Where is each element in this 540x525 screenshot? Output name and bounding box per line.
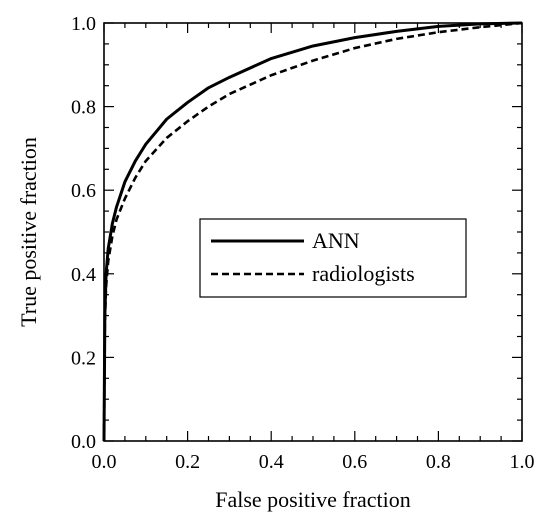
y-tick-label: 1.0 <box>71 13 96 35</box>
legend-label-radiologists: radiologists <box>312 261 415 286</box>
legend-label-ann: ANN <box>312 228 360 253</box>
x-axis-title: False positive fraction <box>215 487 411 512</box>
series-line-ann <box>102 21 523 442</box>
x-tick-label: 1.0 <box>510 451 535 473</box>
y-tick-label: 0.8 <box>71 97 96 119</box>
x-tick-label: 0.2 <box>175 451 200 473</box>
series-line-radiologists <box>102 21 523 442</box>
x-tick-label: 0.6 <box>342 451 367 473</box>
x-tick-label: 0.4 <box>259 451 284 473</box>
legend-box <box>199 218 467 298</box>
x-tick-label: 0.8 <box>426 451 451 473</box>
y-axis-title: True positive fraction <box>16 137 41 327</box>
x-tick-label: 0.0 <box>92 451 117 473</box>
y-tick-label: 0.0 <box>71 431 96 453</box>
y-tick-label: 0.6 <box>71 180 96 202</box>
y-tick-label: 0.2 <box>71 347 96 369</box>
y-tick-label: 0.4 <box>71 264 96 286</box>
